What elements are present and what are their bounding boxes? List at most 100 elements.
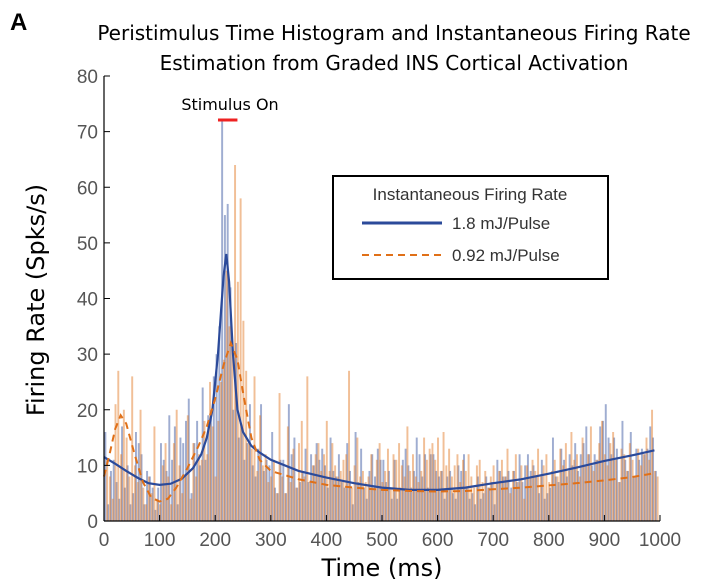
psth-bar-1-8mj [235, 343, 238, 521]
psth-bar-0-92mj [117, 370, 120, 521]
psth-bar-1-8mj [118, 498, 121, 521]
psth-bar-1-8mj [324, 465, 326, 522]
psth-bar-0-92mj [445, 465, 448, 522]
psth-bar-1-8mj [204, 459, 207, 521]
psth-bar-1-8mj [357, 482, 360, 521]
psth-bar-0-92mj [500, 459, 503, 521]
x-tick-label: 0 [99, 530, 110, 551]
psth-bar-0-92mj [314, 454, 317, 521]
psth-bar-1-8mj [251, 465, 254, 522]
psth-bar-0-92mj [356, 437, 359, 521]
psth-bar-0-92mj [559, 448, 562, 521]
y-tick-label: 20 [77, 401, 98, 422]
psth-bar-0-92mj [487, 487, 490, 522]
psth-bar-1-8mj [401, 459, 404, 521]
psth-bar-1-8mj [193, 443, 196, 522]
psth-bar-0-92mj [261, 465, 264, 522]
x-tick-label: 400 [311, 530, 343, 551]
psth-bar-1-8mj [635, 448, 638, 521]
x-tick-label: 200 [199, 530, 231, 551]
psth-bar-1-8mj [449, 470, 452, 521]
psth-bar-0-92mj [147, 476, 150, 521]
psth-bar-0-92mj [350, 487, 353, 522]
psth-bar-1-8mj [196, 420, 199, 522]
psth-bar-1-8mj [371, 454, 374, 521]
psth-bar-1-8mj [593, 454, 596, 521]
psth-bar-0-92mj [609, 443, 612, 522]
legend-title: Instantaneous Firing Rate [373, 185, 568, 204]
psth-bar-0-92mj [303, 476, 306, 521]
psth-bar-1-8mj [418, 454, 421, 521]
psth-bar-0-92mj [406, 426, 409, 521]
psth-bar-0-92mj [626, 470, 629, 521]
psth-bar-0-92mj [639, 465, 642, 522]
psth-bar-1-8mj [507, 470, 510, 521]
psth-bar-0-92mj [578, 476, 581, 521]
psth-bar-0-92mj [542, 465, 545, 522]
psth-bar-1-8mj [151, 487, 154, 522]
psth-bar-1-8mj [579, 454, 582, 521]
psth-bar-1-8mj [529, 470, 532, 521]
psth-bar-1-8mj [126, 465, 129, 522]
y-tick-label: 10 [77, 456, 98, 477]
psth-bar-1-8mj [299, 482, 301, 521]
psth-bar-1-8mj [496, 459, 499, 521]
psth-bar-0-92mj [142, 487, 145, 522]
psth-bar-1-8mj [415, 437, 418, 521]
psth-bar-1-8mj [443, 498, 446, 521]
psth-bar-1-8mj [187, 398, 190, 522]
y-tick-label: 80 [77, 67, 98, 88]
psth-bar-1-8mj [646, 448, 649, 521]
legend-entry-1-8mj: 1.8 mJ/Pulse [452, 214, 550, 233]
x-tick-label: 1000 [639, 530, 681, 551]
psth-bar-1-8mj [140, 454, 143, 521]
psth-bar-1-8mj [132, 493, 135, 521]
psth-bar-0-92mj [336, 476, 339, 521]
x-tick-label: 500 [366, 530, 398, 551]
psth-bar-0-92mj [414, 476, 417, 521]
psth-bar-1-8mj [385, 482, 388, 521]
psth-bar-0-92mj [417, 482, 420, 521]
psth-bar-1-8mj [215, 354, 218, 522]
stimulus-annotation: Stimulus On [181, 95, 279, 122]
psth-bar-0-92mj [298, 443, 300, 522]
psth-bar-1-8mj [510, 487, 513, 522]
psth-bar-1-8mj [549, 487, 552, 522]
psth-bar-0-92mj [653, 470, 656, 521]
psth-bar-1-8mj [379, 459, 382, 521]
psth-bar-1-8mj [412, 470, 415, 521]
psth-bar-0-92mj [189, 498, 192, 521]
psth-bar-0-92mj [195, 476, 198, 521]
psth-bar-1-8mj [354, 432, 357, 521]
psth-bar-0-92mj [537, 448, 540, 521]
psth-bar-1-8mj [335, 476, 338, 521]
psth-bar-1-8mj [429, 454, 432, 521]
psth-bar-0-92mj [628, 443, 631, 522]
psth-bar-0-92mj [209, 381, 212, 521]
psth-bar-0-92mj [645, 437, 648, 521]
psth-bar-1-8mj [629, 432, 632, 521]
psth-bar-0-92mj [273, 459, 275, 521]
psth-bar-0-92mj [220, 381, 223, 521]
psth-bar-0-92mj [317, 443, 320, 522]
psth-bar-0-92mj [462, 459, 464, 521]
psth-bar-0-92mj [409, 470, 412, 521]
psth-bar-0-92mj [275, 493, 278, 521]
psth-bar-1-8mj [643, 454, 646, 521]
psth-bar-0-92mj [403, 476, 406, 521]
psth-bar-0-92mj [506, 448, 509, 521]
psth-bar-1-8mj [312, 465, 315, 522]
psth-bar-0-92mj [525, 465, 528, 522]
psth-bar-1-8mj [240, 426, 243, 521]
psth-bar-0-92mj [370, 454, 373, 521]
psth-bar-1-8mj [223, 215, 226, 521]
psth-bar-1-8mj [190, 493, 193, 521]
psth-bar-1-8mj [627, 470, 629, 521]
psth-bar-1-8mj [185, 420, 187, 522]
psth-bar-1-8mj [146, 470, 149, 521]
psth-bar-0-92mj [545, 454, 548, 521]
psth-bar-1-8mj [332, 470, 335, 521]
psth-bar-1-8mj [404, 448, 407, 521]
psth-bar-1-8mj [115, 482, 118, 521]
psth-bar-1-8mj [474, 504, 477, 521]
